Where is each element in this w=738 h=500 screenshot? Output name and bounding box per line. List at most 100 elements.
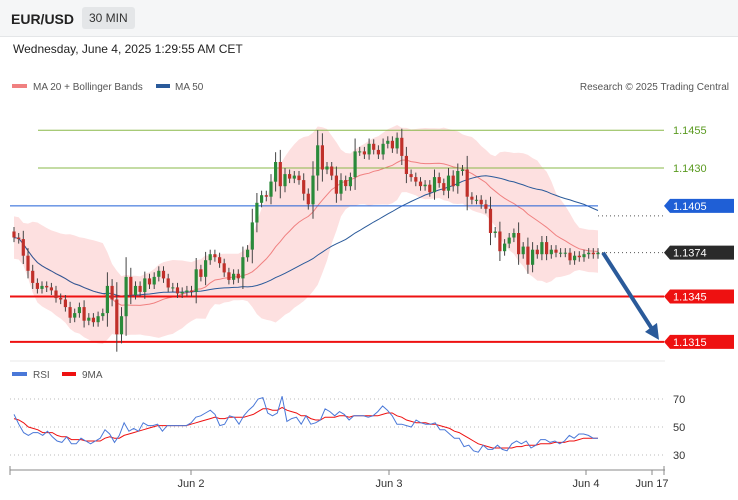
candle-body (531, 249, 535, 265)
candle-body (498, 231, 502, 252)
rsi-line (13, 396, 598, 453)
candle-body (91, 317, 95, 323)
candle-body (470, 196, 474, 200)
candle-body (339, 180, 343, 194)
candle-body (208, 254, 212, 261)
bollinger-bands (14, 125, 598, 344)
forecast-arrow-head (645, 322, 659, 340)
candle-body (390, 140, 394, 149)
candle-body (493, 231, 497, 233)
candle-body (119, 316, 124, 335)
candle-body (35, 282, 39, 289)
candle-body (199, 269, 203, 277)
timeframe-badge[interactable]: 30 MIN (82, 7, 135, 29)
candle-body (274, 162, 278, 182)
candle-body (395, 137, 399, 149)
candle-body (540, 242, 544, 255)
candle-body (320, 145, 324, 170)
candle-body (21, 239, 25, 256)
candle-body (63, 299, 67, 308)
candle-body (260, 195, 264, 203)
resistance-label: 1.1455 (673, 125, 707, 137)
candle-body (432, 177, 437, 193)
ma20-legend-label: MA 20 + Bollinger Bands (33, 82, 143, 93)
candle-body (278, 162, 282, 187)
candle-body (194, 269, 198, 292)
candle-body (582, 254, 586, 258)
candle-body (577, 255, 581, 258)
time-tick-label: Jun 4 (573, 478, 600, 490)
candle-body (591, 252, 595, 255)
candle-body (213, 254, 217, 258)
rsi-legend-swatch (12, 372, 27, 376)
candle-body (330, 166, 334, 176)
candle-body (31, 270, 35, 283)
candle-body (157, 270, 161, 277)
candle-body (101, 313, 105, 317)
time-tick-label: Jun 2 (178, 478, 205, 490)
candle-body (545, 242, 549, 255)
rsi-tick-label: 70 (673, 394, 685, 406)
rsi-legend-label: RSI (33, 370, 50, 381)
level-labels: 1.1455 1.1430 1.1405 1.1374 1.1345 1.1315 (664, 125, 734, 349)
candle-body (409, 174, 413, 178)
candle-body (554, 249, 558, 253)
candle-body (77, 307, 81, 314)
candle-body (227, 272, 231, 280)
candle-body (353, 151, 357, 178)
candle-body (87, 317, 91, 321)
candle-body (559, 252, 563, 254)
ma50-legend-swatch (156, 84, 170, 88)
candle-body (535, 249, 539, 255)
candlesticks (12, 128, 600, 352)
chart-header: EUR/USD 30 MIN (0, 0, 738, 37)
candle-body (437, 177, 441, 184)
ma50-legend-label: MA 50 (175, 82, 204, 93)
candle-body (400, 137, 404, 156)
ma20-legend-swatch (12, 84, 27, 88)
pivot-label: 1.1405 (673, 201, 707, 213)
candle-body (386, 140, 390, 144)
candle-body (414, 177, 418, 182)
candle-body (460, 169, 465, 171)
candle-body (250, 222, 254, 250)
candle-body (311, 175, 315, 205)
candle-body (138, 285, 142, 292)
candle-body (423, 184, 427, 187)
main-legend: MA 20 + Bollinger Bands MA 50 Research ©… (12, 82, 729, 93)
candle-body (512, 233, 516, 238)
rsi-9ma-line (13, 406, 598, 449)
candle-body (563, 252, 567, 254)
candle-body (451, 175, 455, 187)
candle-body (96, 316, 100, 323)
current-price-label: 1.1374 (673, 248, 707, 260)
candle-body (105, 285, 109, 314)
candle-body (442, 183, 446, 191)
rsi-grid: 70 50 30 (10, 394, 685, 462)
candle-body (180, 292, 184, 294)
support-label: 1.1345 (673, 292, 707, 304)
current-price-label-box (664, 245, 734, 260)
candle-body (521, 246, 525, 255)
candle-body (171, 287, 175, 289)
candle-body (161, 270, 166, 279)
forecast-arrow-shaft (601, 251, 656, 333)
candle-body (152, 276, 156, 285)
instrument-label: EUR/USD (11, 11, 75, 27)
time-axis: Jun 2 Jun 3 Jun 4 Jun 17 (9, 466, 669, 490)
time-tick-label: Jun 17 (635, 478, 668, 490)
candle-body (45, 285, 49, 288)
candle-body (292, 175, 296, 179)
candle-body (302, 180, 306, 194)
candle-body (517, 233, 521, 255)
rsi-tick-label: 50 (673, 422, 685, 434)
candle-body (232, 273, 236, 280)
candle-body (218, 257, 222, 264)
candle-body (568, 252, 572, 261)
candle-body (404, 155, 408, 174)
rsi-lines (13, 396, 598, 453)
candle-body (381, 143, 385, 155)
candle-body (40, 285, 44, 289)
candle-body (587, 252, 591, 255)
